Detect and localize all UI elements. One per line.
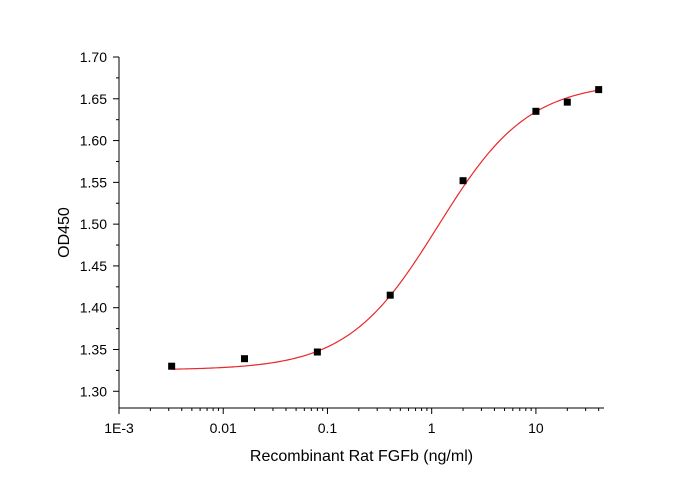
x-tick-label: 10	[528, 420, 544, 436]
y-tick-label: 1.45	[80, 258, 107, 274]
y-tick-label: 1.65	[80, 91, 107, 107]
data-point	[168, 362, 176, 370]
y-tick-label: 1.35	[80, 342, 107, 358]
data-point	[595, 86, 603, 94]
y-tick-label: 1.55	[80, 174, 107, 190]
x-tick-label: 0.1	[318, 420, 338, 436]
data-points	[168, 86, 603, 370]
y-tick-label: 1.70	[80, 49, 107, 65]
data-point	[459, 177, 467, 185]
y-tick-label: 1.60	[80, 133, 107, 149]
data-point	[563, 98, 571, 106]
axes	[118, 57, 604, 409]
fit-curve-layer	[171, 89, 599, 370]
data-point	[532, 107, 540, 115]
fit-curve	[171, 89, 599, 370]
data-point	[241, 355, 248, 363]
x-tick-label: 1E-3	[104, 420, 134, 436]
x-tick-label: 0.01	[210, 420, 237, 436]
y-ticks: 1.30 1.35 1.40 1.45 1.50 1.55 1.60 1.65 1.70	[80, 49, 119, 399]
y-tick-label: 1.30	[80, 383, 107, 399]
y-axis-title: OD450	[56, 207, 73, 258]
y-tick-label: 1.50	[80, 216, 107, 232]
x-ticks: 1E-3 0.01 0.1 1 10	[104, 408, 600, 436]
x-tick-label: 1	[428, 420, 436, 436]
x-axis-title: Recombinant Rat FGFb (ng/ml)	[250, 448, 473, 465]
data-point	[386, 291, 394, 299]
y-tick-label: 1.40	[80, 300, 107, 316]
data-point	[313, 348, 321, 356]
